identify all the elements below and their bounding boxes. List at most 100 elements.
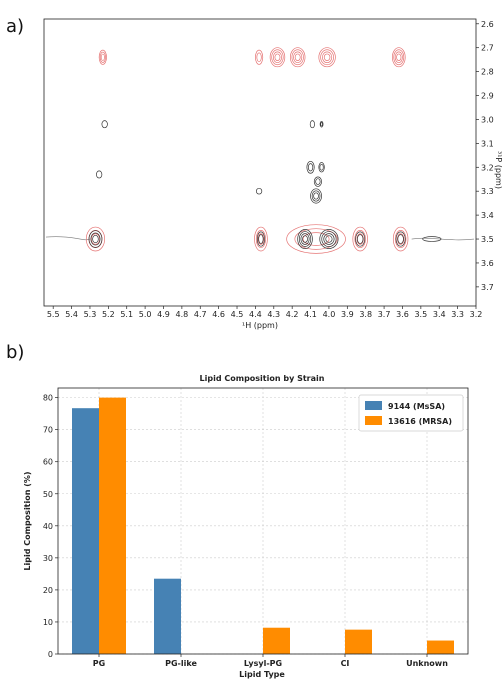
bar-x-tick-label: PG-like — [165, 659, 197, 668]
nmr-peak-black — [96, 170, 103, 179]
nmr-x-tick-label: 4.5 — [231, 310, 244, 319]
bar-y-tick-label: 70 — [43, 426, 53, 435]
nmr-contour-ring — [274, 53, 281, 61]
nmr-contour-ring — [357, 234, 364, 244]
nmr-y-tick-label: 3.7 — [481, 283, 494, 292]
bar-x-tick-label: PG — [93, 659, 105, 668]
nmr-contour-ring — [320, 122, 323, 127]
nmr-peak-red — [352, 226, 368, 252]
nmr-y-axis-label: ³¹P (ppm) — [494, 151, 502, 189]
nmr-contour-ring — [294, 228, 338, 250]
nmr-contour-ring — [310, 188, 322, 204]
nmr-y-tick-label: 2.8 — [481, 68, 494, 77]
bar-x-ticks: PG PG-like Lysyl-PG CI Unknown — [93, 654, 448, 668]
legend-swatch-9144 — [365, 401, 382, 410]
nmr-x-tick-label: 3.4 — [433, 310, 446, 319]
nmr-contour-ring — [90, 232, 101, 246]
nmr-contour-ring — [394, 51, 403, 64]
panel-b-label: b) — [6, 342, 24, 363]
nmr-peak-red — [392, 226, 409, 252]
nmr-peak-red — [286, 224, 346, 254]
nmr-contour-ring — [293, 51, 303, 64]
nmr-contour-ring — [91, 233, 100, 245]
bar-y-tick-label: 20 — [43, 586, 53, 595]
nmr-contour-ring — [269, 47, 286, 68]
nmr-x-tick-label: 3.6 — [396, 310, 409, 319]
nmr-x-tick-label: 3.8 — [359, 310, 372, 319]
nmr-contour-ring — [258, 234, 264, 244]
nmr-contour-ring — [291, 49, 304, 66]
nmr-y-tick-label: 2.7 — [481, 44, 494, 53]
nmr-y-tick-label: 3.5 — [481, 235, 494, 244]
bar-bars — [72, 397, 454, 654]
nmr-y-tick-label: 3.6 — [481, 259, 494, 268]
bar-y-tick-label: 0 — [48, 650, 53, 659]
nmr-peak-black — [395, 231, 406, 247]
nmr-peaks — [45, 47, 475, 254]
nmr-contour-ring — [315, 178, 321, 185]
nmr-x-tick-label: 4.1 — [304, 310, 317, 319]
nmr-peak-black — [313, 176, 322, 187]
legend-swatch-13616 — [365, 416, 382, 425]
nmr-peak-black — [101, 120, 108, 129]
nmr-contour-ring — [297, 229, 313, 249]
nmr-contour-ring — [272, 51, 282, 64]
bar-x-tick-label: Unknown — [406, 659, 448, 668]
nmr-contour-ring — [354, 230, 366, 249]
bar-x-tick-label: Lysyl-PG — [244, 659, 282, 668]
nmr-x-tick-label: 5.0 — [139, 310, 152, 319]
panel-a-label: a) — [6, 16, 24, 37]
nmr-contour-ring — [302, 232, 330, 246]
nmr-y-tick-label: 3.4 — [481, 211, 494, 220]
nmr-contour-ring — [352, 226, 368, 252]
nmr-peak-red — [98, 49, 107, 65]
legend-label-13616: 13616 (MRSA) — [388, 417, 452, 426]
nmr-y-tick-label: 3.3 — [481, 187, 494, 196]
bar-y-tick-label: 80 — [43, 394, 53, 403]
bar-chart-title: Lipid Composition by Strain — [200, 374, 325, 383]
nmr-contour-ring — [286, 224, 346, 254]
nmr-x-tick-label: 3.2 — [470, 310, 483, 319]
nmr-x-tick-label: 5.5 — [47, 310, 60, 319]
nmr-x-tick-label: 4.2 — [286, 310, 299, 319]
nmr-contour-ring — [256, 52, 262, 63]
nmr-contour-ring — [311, 190, 321, 202]
nmr-x-tick-label: 5.4 — [65, 310, 78, 319]
legend-label-9144: 9144 (MsSA) — [388, 402, 445, 411]
nmr-contour-ring — [307, 163, 314, 172]
nmr-contour-ring — [320, 49, 334, 66]
nmr-x-tick-label: 5.3 — [84, 310, 97, 319]
nmr-contour-ring — [306, 160, 315, 174]
bar-y-axis-label: Lipid Composition (%) — [23, 471, 32, 570]
nmr-y-tick-label: 3.1 — [481, 139, 494, 148]
nmr-y-tick-label: 3.2 — [481, 163, 494, 172]
nmr-contour-ring — [323, 53, 331, 61]
nmr-baseline-trace — [411, 237, 475, 241]
nmr-peak-black — [310, 188, 322, 204]
bar-x-tick-label: CI — [341, 659, 350, 668]
nmr-contour-ring — [309, 120, 315, 129]
nmr-x-tick-label: 3.9 — [341, 310, 354, 319]
nmr-peak-red — [318, 47, 336, 68]
nmr-contour-ring — [96, 170, 103, 179]
nmr-contour-ring — [294, 53, 301, 61]
nmr-plot-frame — [43, 18, 477, 307]
nmr-peak-red — [255, 49, 264, 65]
nmr-x-tick-label: 4.3 — [267, 310, 280, 319]
nmr-contour-ring — [300, 233, 310, 245]
nmr-contour-ring — [355, 231, 366, 247]
nmr-x-ticks: 5.5 5.4 5.3 5.2 5.1 5.0 4.9 4.8 4.7 4.6 4.5 4.4 4.3 4… — [47, 306, 483, 319]
nmr-contour-ring — [289, 47, 306, 68]
nmr-contour-ring — [271, 49, 284, 66]
bar-9144-pg-like — [154, 578, 181, 654]
nmr-x-tick-label: 4.9 — [157, 310, 170, 319]
nmr-contour-ring — [318, 162, 325, 173]
nmr-x-tick-label: 4.0 — [323, 310, 336, 319]
bar-13616-ci — [345, 629, 372, 654]
nmr-contour-ring — [85, 226, 106, 252]
nmr-peak-black — [306, 160, 315, 174]
nmr-contour-ring — [393, 49, 405, 66]
nmr-y-tick-label: 2.9 — [481, 92, 494, 101]
bar-legend: 9144 (MsSA) 13616 (MRSA) — [358, 394, 464, 432]
nmr-contour-ring — [392, 47, 406, 68]
